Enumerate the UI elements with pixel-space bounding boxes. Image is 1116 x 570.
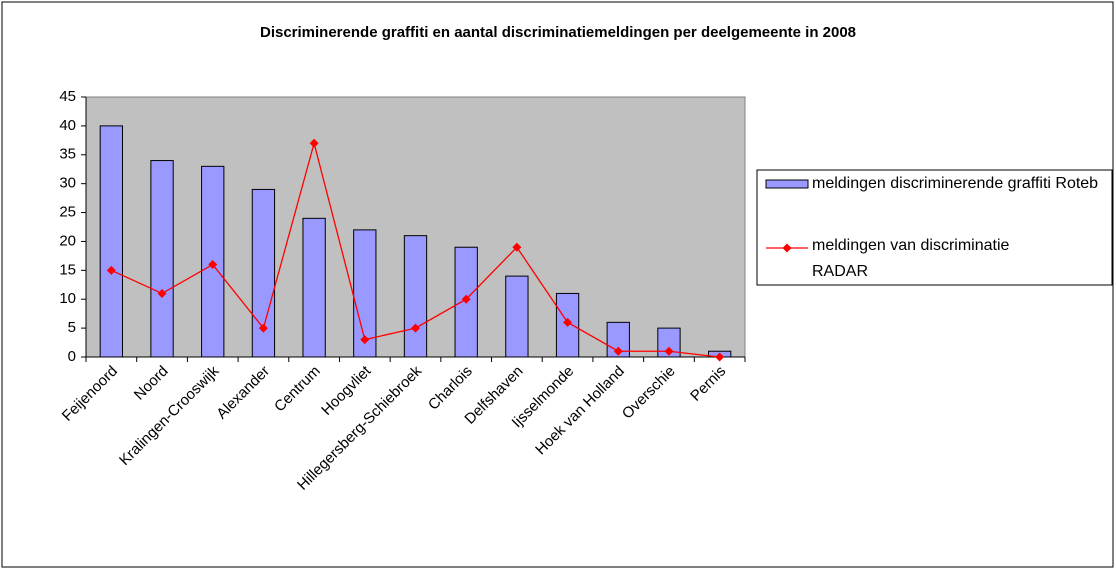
bar	[150, 160, 174, 358]
marker	[208, 260, 218, 270]
y-tick-label: 25	[59, 204, 76, 221]
chart-title: Discriminerende graffiti en aantal discr…	[260, 24, 856, 41]
y-tick-label: 20	[59, 232, 76, 249]
marker	[613, 346, 623, 356]
y-tick-label: 30	[59, 175, 76, 192]
marker	[664, 346, 674, 356]
marker	[106, 265, 116, 275]
y-tick-label: 0	[68, 348, 76, 365]
marker	[461, 294, 471, 304]
marker	[360, 335, 370, 345]
y-tick-label: 10	[59, 290, 76, 307]
bar	[657, 327, 681, 358]
legend-label: meldingen van discriminatie RADAR	[812, 237, 1010, 280]
legend-label: meldingen discriminerende graffiti Roteb	[812, 175, 1099, 192]
y-tick-label: 5	[68, 319, 76, 336]
bar	[505, 275, 529, 358]
bar	[302, 217, 326, 358]
marker	[258, 323, 268, 333]
legend-marker	[782, 243, 792, 253]
y-tick-label: 35	[59, 146, 76, 163]
marker	[309, 138, 319, 148]
legend-swatch	[765, 179, 809, 189]
marker	[411, 323, 420, 333]
legend-box	[756, 169, 1113, 286]
marker	[715, 352, 725, 362]
bar	[251, 188, 276, 358]
marker	[512, 242, 522, 252]
y-tick-label: 15	[59, 261, 76, 278]
bar	[353, 229, 377, 358]
bar	[99, 125, 123, 358]
marker	[157, 288, 167, 298]
marker	[563, 317, 573, 327]
bar	[403, 235, 428, 358]
y-tick-label: 45	[59, 88, 76, 105]
y-tick-label: 40	[59, 117, 76, 134]
